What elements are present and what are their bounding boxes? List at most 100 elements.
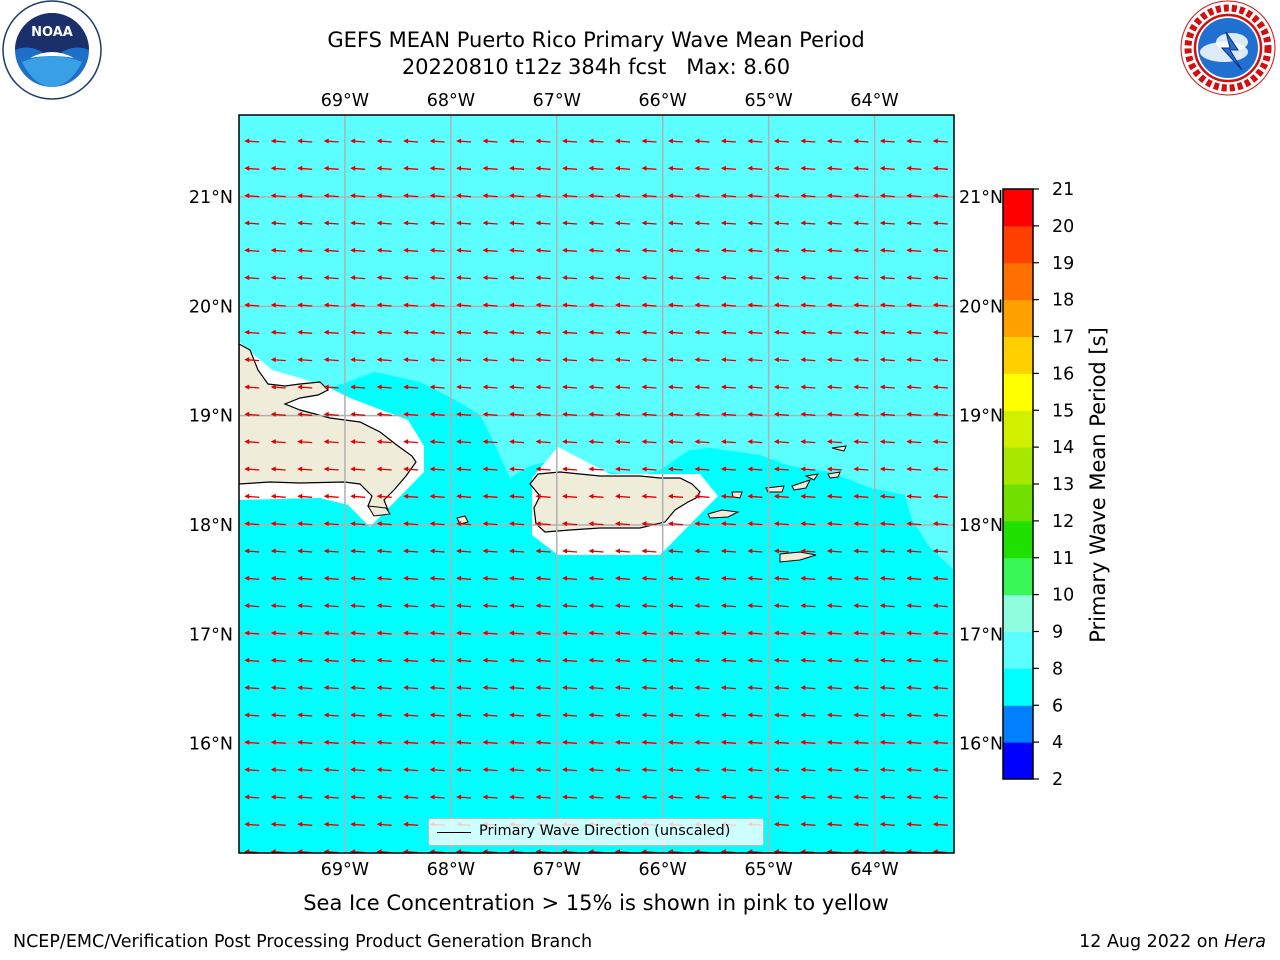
wave-arrow [826,521,842,527]
wave-arrow [906,767,922,773]
wave-arrow [853,466,869,472]
wave-arrow [588,220,604,226]
wave-arrow [562,794,578,800]
wave-arrow [932,329,948,335]
wave-arrow [403,630,419,636]
lon-label: 68°W [427,860,475,880]
wave-arrow [562,439,578,445]
wave-arrow [826,329,842,335]
wave-arrow [641,603,657,609]
wave-arrow [376,220,392,226]
wave-arrow [906,247,922,253]
wave-arrow [667,302,683,308]
wave-arrow [244,493,260,499]
wave-arrow [270,439,286,445]
wave-arrow [297,466,313,472]
wave-arrow [403,521,419,527]
wave-arrow [509,138,525,144]
wave-arrow [773,439,789,445]
wave-arrow [323,794,339,800]
wave-arrow [588,247,604,253]
wave-arrow [509,603,525,609]
wave-arrow [297,794,313,800]
wave-arrow [244,657,260,663]
colorbar-segment [1003,631,1033,669]
wave-arrow [297,630,313,636]
wave-arrow [588,411,604,417]
wave-arrow [773,685,789,691]
wave-arrow [244,794,260,800]
wave-arrow [429,302,445,308]
wave-arrow [588,357,604,363]
wave-arrow [323,247,339,253]
colorbar-tick-label: 19 [1052,254,1074,274]
latitude-labels-right: 21°N 20°N 19°N 18°N 17°N 16°N [959,188,1003,755]
wave-arrow [350,165,366,171]
wave-arrow [614,466,631,472]
wave-arrow [641,712,657,718]
wave-arrow [667,466,683,472]
wave-arrow [588,630,604,636]
wave-arrow [906,821,922,827]
wave-arrow [641,302,657,308]
lat-label: 20°N [189,297,233,317]
wave-arrow [535,603,551,609]
wave-arrow [800,302,816,308]
wave-arrow [244,630,260,636]
wave-arrow [456,493,472,499]
wave-arrow [879,739,895,745]
wave-arrow [826,384,842,390]
wave-arrow [297,411,313,417]
wave-arrow [694,193,710,199]
wave-arrow [535,712,551,718]
wave-arrow [694,138,710,144]
wave-arrow [535,302,551,308]
wave-arrow [562,193,578,199]
wave-arrow [641,548,657,554]
colorbar-tick-label: 14 [1052,438,1074,458]
wave-arrow [773,247,789,253]
wave-arrow [800,138,816,144]
wave-arrow [562,466,578,472]
wave-arrow [747,767,763,773]
wave-arrow [720,657,736,663]
lat-label: 17°N [189,625,233,645]
wave-arrow [350,739,366,745]
wave-arrow [773,630,789,636]
longitude-labels-top: 69°W 68°W 67°W 66°W 65°W 64°W [321,91,899,111]
wave-arrow [244,384,260,390]
wave-arrow [456,247,472,253]
lon-label: 67°W [533,860,581,880]
colorbar-tick-label: 20 [1052,217,1074,237]
wave-arrow [879,193,895,199]
colorbar-segment [1003,742,1033,780]
wave-arrow [350,521,366,527]
legend-line-sample [437,832,471,833]
wave-arrow [562,630,578,636]
wave-arrow [800,603,816,609]
wave-arrow [879,275,895,281]
colorbar-label: Primary Wave Mean Period [s] [1086,327,1110,643]
wave-arrow [853,329,869,335]
wave-arrow [932,821,948,827]
wave-arrow [350,685,366,691]
wave-arrow [350,575,366,581]
wave-arrow [800,630,816,636]
wave-arrow [773,603,789,609]
wave-arrow [800,548,816,554]
wave-arrow [562,493,578,499]
colorbar-tick-label: 12 [1052,512,1074,532]
wave-arrow [773,138,789,144]
wave-arrow [562,603,578,609]
wave-arrow [773,821,789,827]
wave-arrow [694,603,710,609]
wave-arrow [826,247,842,253]
wave-arrow [932,575,948,581]
wave-arrow [456,603,472,609]
wave-arrow [270,220,286,226]
wave-arrow [720,712,736,718]
wave-arrow [429,712,445,718]
wave-arrow [879,821,895,827]
wave-arrow [667,329,683,335]
wave-arrow [429,521,445,527]
